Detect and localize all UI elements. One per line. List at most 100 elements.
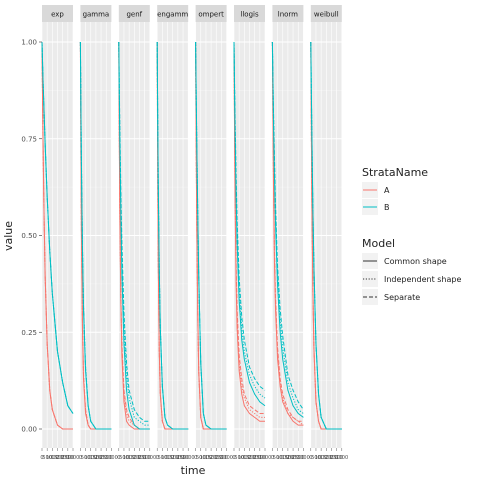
series-line-B-independent-shape (118, 41, 150, 426)
x-tick-label: 1500 (90, 455, 103, 461)
series-line-A-separate (271, 41, 304, 422)
x-tick-label: 500 (234, 455, 244, 461)
series-line-B-separate (156, 41, 189, 430)
x-tick-label: 500 (273, 455, 283, 461)
x-tick-label: 1500 (243, 455, 256, 461)
legend-strata-title: StrataName (362, 166, 428, 179)
legend-model-title: Model (362, 237, 395, 250)
facet-strip (157, 5, 189, 22)
x-tick-label: 0 (194, 455, 197, 461)
x-tick-label: 2500 (100, 455, 113, 461)
x-tick-label: 0 (117, 455, 120, 461)
facet-strip-label: lnorm (278, 11, 298, 19)
x-tick-label: 1500 (205, 455, 218, 461)
facet-strip-label: llogis (240, 11, 259, 19)
legend-label-strata: A (384, 186, 390, 195)
facet-strip (234, 5, 265, 22)
x-tick-label: 1000 (84, 455, 97, 461)
series-line-B-separate (41, 41, 74, 414)
x-tick-label: 1000 (123, 455, 136, 461)
x-axis-title: time (181, 464, 206, 477)
x-tick-label: 2500 (253, 455, 266, 461)
x-tick-label: 500 (311, 455, 321, 461)
x-tick-label: 1000 (161, 455, 174, 461)
y-tick-label: 1.00 (21, 39, 37, 47)
x-tick-label: 3000 (335, 455, 348, 461)
x-tick-label: 1500 (282, 455, 295, 461)
series-line-B-separate (79, 41, 112, 430)
facet-strip-label: ompert (198, 11, 224, 19)
x-tick-label: 3000 (220, 455, 233, 461)
x-tick-label: 2000 (287, 455, 300, 461)
x-tick-label: 3000 (105, 455, 118, 461)
y-tick-label: 0.50 (21, 232, 37, 240)
series-line-B-separate (310, 41, 342, 430)
x-tick-label: 0 (232, 455, 235, 461)
x-tick-label: 500 (81, 455, 91, 461)
x-tick-label: 1000 (46, 455, 59, 461)
x-tick-label: 0 (156, 455, 159, 461)
facet-strip (195, 5, 227, 22)
x-tick-label: 500 (119, 455, 129, 461)
x-tick-label: 3000 (182, 455, 195, 461)
legend-label-strata: B (384, 203, 390, 212)
x-tick-label: 0 (40, 455, 43, 461)
facet-strip-label: genf (126, 11, 142, 19)
x-tick-label: 1000 (200, 455, 213, 461)
x-tick-label: 3000 (297, 455, 310, 461)
x-tick-label: 1000 (238, 455, 251, 461)
legend-label-model: Separate (384, 293, 420, 302)
x-tick-label: 1500 (166, 455, 179, 461)
legends: StrataName Model AB Common shape Independe… (362, 166, 461, 305)
x-tick-label: 0 (271, 455, 274, 461)
facet-strip-label: gamma (83, 11, 110, 19)
x-tick-label: 2000 (248, 455, 261, 461)
x-tick-label: 2000 (325, 455, 338, 461)
series-line-A-separate (233, 41, 265, 415)
series-line-B-separate (233, 41, 266, 391)
x-tick-label: 2500 (138, 455, 151, 461)
x-tick-label: 2500 (61, 455, 74, 461)
facet-strip-label: engamm (157, 11, 188, 19)
x-tick-label: 1000 (315, 455, 328, 461)
x-tick-label: 2000 (95, 455, 108, 461)
facet-strip (42, 5, 73, 22)
series-line-B-separate (118, 41, 150, 422)
x-tick-label: 3000 (143, 455, 156, 461)
legend-label-model: Independent shape (384, 275, 461, 284)
facet-strip (118, 5, 150, 22)
facet-strip (310, 5, 342, 22)
series-line-A-independent-shape (118, 41, 150, 430)
x-tick-label: 1500 (320, 455, 333, 461)
y-tick-label: 0.75 (21, 135, 37, 143)
series-line-B-independent-shape (271, 41, 304, 414)
x-tick-label: 2500 (215, 455, 228, 461)
x-tick-label: 1000 (276, 455, 289, 461)
x-tick-label: 500 (42, 455, 52, 461)
facet-strip (80, 5, 112, 22)
y-tick-label: 0.00 (21, 426, 37, 434)
legend-key-box (362, 271, 378, 287)
y-tick-label: 0.25 (21, 329, 37, 337)
x-tick-label: 500 (196, 455, 206, 461)
facet-strip (272, 5, 304, 22)
x-tick-label: 0 (309, 455, 312, 461)
x-tick-label: 2500 (330, 455, 343, 461)
axes: value time 0.00 0.25 0.50 0.75 1.00 (2, 39, 206, 478)
series-line-B-separate (195, 41, 227, 430)
facet-strip-label: exp (51, 11, 64, 19)
x-tick-label: 1500 (51, 455, 64, 461)
x-tick-label: 2000 (171, 455, 184, 461)
x-tick-label: 2000 (133, 455, 146, 461)
x-tick-label: 0 (79, 455, 82, 461)
